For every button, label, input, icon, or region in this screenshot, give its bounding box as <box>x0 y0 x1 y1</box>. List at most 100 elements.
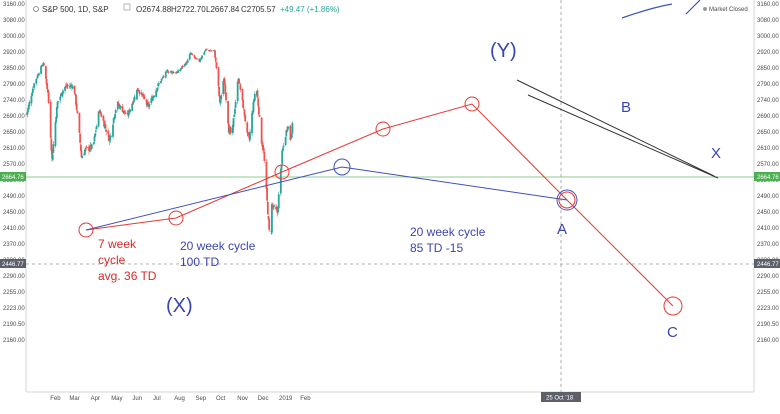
candle-body <box>99 110 101 113</box>
candle-body <box>61 93 64 97</box>
candle-body <box>186 59 189 63</box>
candle-body <box>219 100 222 104</box>
candle-body <box>277 194 280 209</box>
y-tick-label: 2570.00 <box>757 162 779 168</box>
cycle-low-circle <box>78 222 94 238</box>
candle-body <box>210 50 213 52</box>
y-tick-label: 2190.50 <box>757 322 779 328</box>
low-value: L2667.84 <box>206 5 240 14</box>
candle-body <box>30 95 33 104</box>
y-tick-label: 2255.00 <box>3 290 25 296</box>
candle-body <box>50 139 53 151</box>
settings-icon[interactable] <box>123 3 131 11</box>
y-tick-label: 3080.00 <box>757 18 779 24</box>
blue-cycle-line <box>85 166 568 231</box>
candle-body <box>110 135 112 137</box>
candle-body <box>131 102 134 105</box>
candle-body <box>231 124 234 134</box>
y-tick-label: 2190.50 <box>3 322 25 328</box>
candles <box>25 47 294 235</box>
candle-body <box>232 118 235 127</box>
wave-c-label: C <box>667 324 678 341</box>
candle-body <box>90 144 93 149</box>
symbol-label[interactable]: S&P 500, 1D, S&P <box>42 5 109 14</box>
candle-body <box>36 74 39 78</box>
y-tick-label: 2850.00 <box>3 66 25 72</box>
cycle-low-circle <box>558 191 576 209</box>
candle-body <box>190 53 193 55</box>
candle-body <box>287 127 290 129</box>
trend-line-lower <box>527 94 719 179</box>
candle-body <box>262 148 265 151</box>
candle-body <box>282 145 285 148</box>
y-tick-label: 2650.00 <box>757 130 779 136</box>
y-axis-right: 3160.00 3080.00 3000.00 2920.00 2850.00 2790.… <box>757 2 779 344</box>
wave-y-label: (Y) <box>490 40 517 62</box>
candle-body <box>277 207 279 212</box>
candle-body <box>193 55 196 58</box>
candle-body <box>47 89 49 93</box>
candle-body <box>164 71 167 78</box>
candle-body <box>52 144 55 153</box>
candle-body <box>258 106 260 115</box>
candle-body <box>284 137 287 146</box>
candle-body <box>122 111 125 113</box>
y-tick-label: 2223.00 <box>3 306 25 312</box>
candle-body <box>134 97 136 99</box>
candle-body <box>123 110 126 113</box>
candle-body <box>256 90 259 98</box>
candle-body <box>76 110 79 113</box>
y-tick-label: 2790.00 <box>757 82 779 88</box>
candle-body <box>31 88 34 93</box>
candle-body <box>78 112 81 134</box>
candle-body <box>132 101 135 103</box>
candle-body <box>279 168 282 194</box>
candle-body <box>95 126 98 130</box>
candle-body <box>285 130 288 136</box>
candle-body <box>35 78 38 84</box>
candle-body <box>167 71 170 73</box>
candle-body <box>177 70 179 73</box>
candle-body <box>238 82 241 84</box>
y-tick-label: 2920.00 <box>757 50 779 56</box>
candle-body <box>160 78 163 81</box>
wave-a-label: A <box>557 221 567 238</box>
y-tick-label: 2920.00 <box>3 50 25 56</box>
candle-body <box>166 70 169 73</box>
candle-body <box>88 149 91 152</box>
candle-body <box>40 65 42 74</box>
y-tick-label: 2690.00 <box>3 114 25 120</box>
trend-line-upper <box>516 79 715 177</box>
candle-body <box>55 117 58 123</box>
candle-body <box>271 205 274 207</box>
candle-body <box>224 84 227 95</box>
candle-body <box>156 87 159 91</box>
candle-body <box>62 90 64 94</box>
candle-body <box>179 69 182 71</box>
candle-body <box>190 53 192 54</box>
candle-body <box>196 58 199 60</box>
candle-body <box>239 84 242 90</box>
candle-body <box>242 99 245 109</box>
candle-body <box>143 96 146 99</box>
candle-body <box>263 151 266 162</box>
candle-body <box>85 146 88 148</box>
candle-body <box>188 54 191 60</box>
wave-x-right-label: X <box>711 145 721 162</box>
candle-body <box>225 92 227 101</box>
candle-body <box>93 136 96 142</box>
candle-body <box>201 55 203 59</box>
header-legend: S&P 500, 1D, S&P O2674.88 H2722.70 L2667… <box>33 3 340 14</box>
candle-body <box>33 83 36 88</box>
candle-body <box>65 84 68 87</box>
twenty-week-b-label-2: 85 TD -15 <box>410 241 463 255</box>
cycle-low-circle-blue <box>333 158 351 176</box>
seven-week-label-3: avg. 36 TD <box>98 269 157 283</box>
candle-body <box>102 116 105 121</box>
candle-body <box>251 110 254 114</box>
candle-body <box>280 164 283 170</box>
collapse-icon[interactable] <box>33 6 39 12</box>
cycle-low-circle <box>663 296 683 316</box>
